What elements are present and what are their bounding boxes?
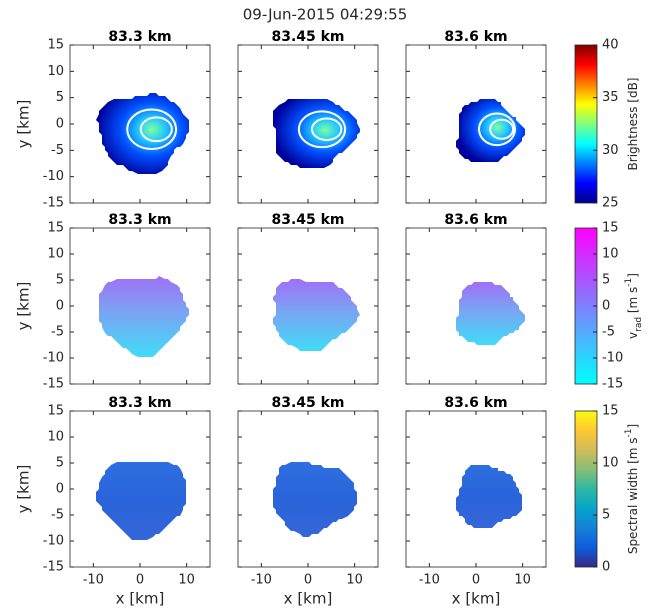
contour-line: [139, 116, 173, 143]
colorbar-tick-label: 5: [602, 273, 610, 288]
colorbar-label: vrad [m s-1]: [624, 273, 644, 339]
panel-title: 83.45 km: [271, 29, 344, 45]
colorbar-tick-label: 40: [602, 38, 619, 53]
y-tick-label: 0: [56, 299, 64, 314]
x-tick-label: 10: [178, 573, 195, 588]
panel-title: 83.3 km: [108, 29, 171, 45]
colorbar-tick-label: 0: [602, 299, 610, 314]
contour-line: [310, 117, 343, 142]
colorbar-tick-label: -5: [602, 325, 615, 340]
colorbar-label: Brightness [dB]: [626, 78, 640, 171]
colorbar-tick-label: 25: [602, 196, 619, 211]
panel-title: 83.6 km: [444, 212, 507, 228]
colorbar-tick-label: 0: [602, 560, 610, 575]
x-axis-label: x [km]: [116, 590, 165, 608]
y-tick-label: 15: [47, 38, 64, 53]
panel-title: 83.6 km: [444, 29, 507, 45]
contour-line: [297, 110, 347, 149]
x-tick-label: -10: [251, 573, 272, 588]
colorbar-tick-label: 15: [602, 404, 619, 419]
y-tick-label: -5: [51, 143, 64, 158]
contour-line: [489, 118, 515, 140]
colorbar-label-part: [m s: [626, 287, 640, 317]
y-axis-label: y [km]: [15, 465, 33, 514]
y-tick-label: 0: [56, 482, 64, 497]
y-tick-label: 5: [56, 90, 64, 105]
colorbar-tick-label: 30: [602, 143, 619, 158]
y-tick-label: 10: [47, 64, 64, 79]
y-tick-label: 10: [47, 430, 64, 445]
y-axis-label: y [km]: [15, 100, 33, 149]
echo-region: [273, 279, 360, 351]
x-axis-label: x [km]: [284, 590, 333, 608]
colorbar-label-part: ]: [626, 273, 640, 278]
x-tick-label: -10: [419, 573, 440, 588]
x-tick-label: 10: [346, 573, 363, 588]
y-tick-label: -15: [43, 196, 64, 211]
colorbar: [574, 44, 598, 204]
x-tick-label: 10: [514, 573, 531, 588]
x-tick-label: -10: [83, 573, 104, 588]
panel-title: 83.45 km: [271, 212, 344, 228]
colorbar-label-part: v: [626, 332, 640, 339]
y-tick-label: 15: [47, 221, 64, 236]
panel-title: 83.6 km: [444, 395, 507, 411]
contour-line: [478, 112, 516, 147]
colorbar-tick-label: 10: [602, 456, 619, 471]
echo-region: [273, 462, 357, 537]
echo-region: [99, 276, 189, 357]
colorbar-label-part: Brightness [dB]: [626, 78, 640, 171]
y-tick-label: -5: [51, 325, 64, 340]
x-tick-label: 0: [472, 573, 480, 588]
y-tick-label: 5: [56, 273, 64, 288]
colorbar-label-part: -1: [624, 429, 634, 438]
colorbar-tick-label: 10: [602, 247, 619, 262]
panel-title: 83.3 km: [108, 212, 171, 228]
panel-title: 83.3 km: [108, 395, 171, 411]
y-tick-label: -10: [43, 169, 64, 184]
x-axis-label: x [km]: [452, 590, 501, 608]
y-tick-label: -5: [51, 508, 64, 523]
colorbar-label-part: Spectral width [m s: [626, 437, 640, 554]
colorbar-label-part: ]: [626, 424, 640, 429]
y-tick-label: 0: [56, 117, 64, 132]
colorbar-label: Spectral width [m s-1]: [624, 424, 640, 554]
colorbar-tick-label: -10: [602, 351, 623, 366]
colorbar-tick-label: 35: [602, 90, 619, 105]
colorbar-tick-label: -15: [602, 377, 623, 392]
colorbar-label-part: rad: [634, 317, 644, 332]
echo-region: [456, 465, 522, 528]
y-axis-label: y [km]: [15, 282, 33, 331]
echo-region: [96, 462, 186, 540]
figure-title: 09-Jun-2015 04:29:55: [243, 6, 408, 24]
y-tick-label: -10: [43, 351, 64, 366]
y-tick-label: -10: [43, 534, 64, 549]
colorbar-label-part: -1: [624, 278, 634, 287]
colorbar-tick-label: 15: [602, 221, 619, 236]
x-tick-label: 0: [136, 573, 144, 588]
colorbar-tick-label: 5: [602, 508, 610, 523]
colorbar: [574, 410, 598, 568]
y-tick-label: -15: [43, 560, 64, 575]
y-tick-label: 5: [56, 456, 64, 471]
echo-region: [456, 282, 525, 345]
x-tick-label: 0: [304, 573, 312, 588]
y-tick-label: 15: [47, 404, 64, 419]
y-tick-label: -15: [43, 377, 64, 392]
y-tick-label: 10: [47, 247, 64, 262]
contour-line: [126, 108, 178, 151]
panel-title: 83.45 km: [271, 395, 344, 411]
